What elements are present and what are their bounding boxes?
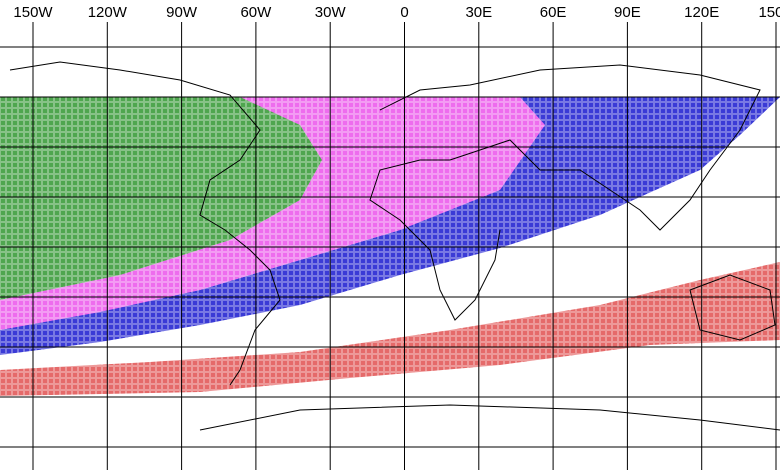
longitude-label: 120E bbox=[684, 4, 719, 21]
longitude-label: 90E bbox=[614, 4, 641, 21]
longitude-labels: 150W 120W 90W 60W 30W 0 30E 60E 90E 120E 150E bbox=[13, 4, 780, 21]
longitude-label: 150W bbox=[13, 4, 53, 21]
longitude-label: 90W bbox=[166, 4, 198, 21]
longitude-label: 60E bbox=[540, 4, 567, 21]
longitude-label: 0 bbox=[400, 4, 408, 21]
longitude-label: 120W bbox=[88, 4, 128, 21]
graticule bbox=[0, 22, 780, 470]
longitude-label: 60W bbox=[240, 4, 272, 21]
longitude-label: 30W bbox=[315, 4, 347, 21]
longitude-label: 30E bbox=[465, 4, 492, 21]
longitude-label: 150E bbox=[758, 4, 780, 21]
